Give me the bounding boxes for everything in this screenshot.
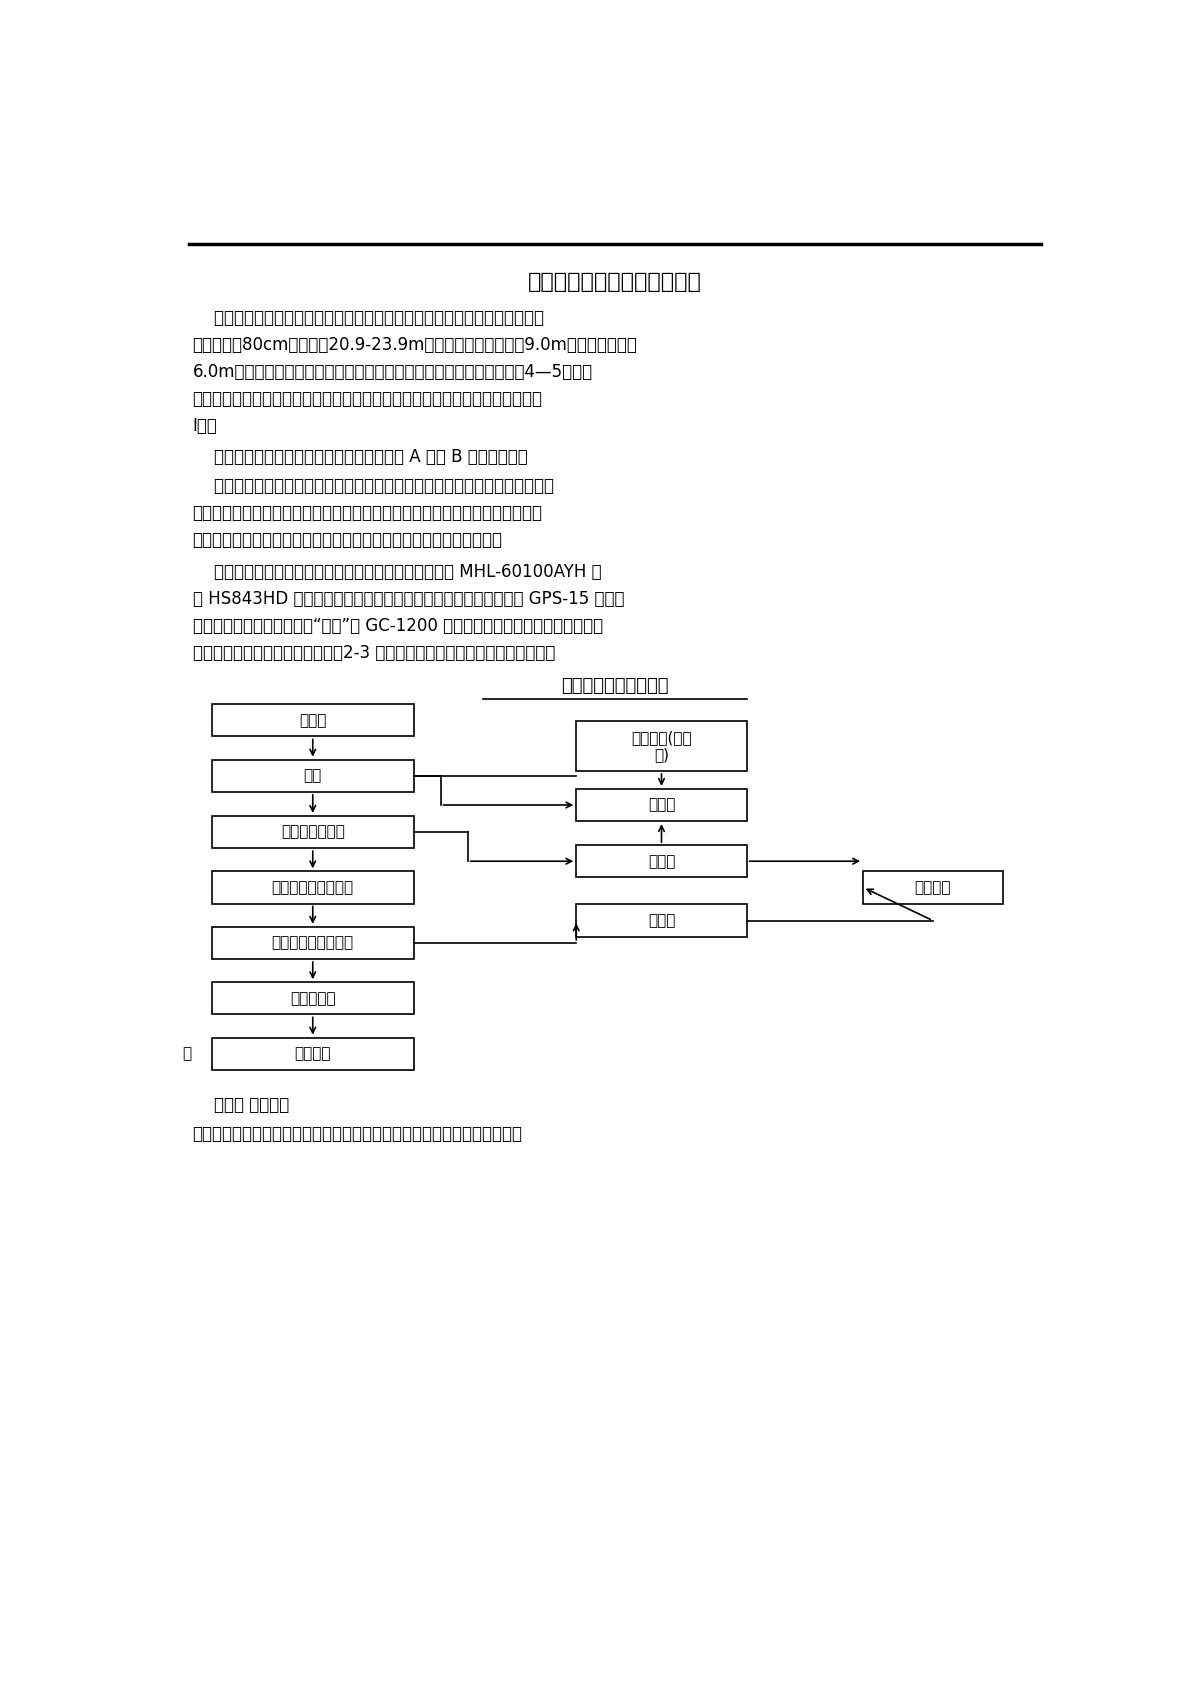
FancyBboxPatch shape (212, 816, 414, 848)
Text: 泥浆制备(新浆
池): 泥浆制备(新浆 池) (631, 730, 692, 762)
Text: 6.0m，部分墙段进入中风化、微风化花岗岐层。主体结构开挖时，设置4—5层钐支: 6.0m，部分墙段进入中风化、微风化花岗岐层。主体结构开挖时，设置4—5层钐支 (193, 363, 593, 382)
Text: 钐筋笼现场制作，整体吸装入槽，2-3 套导管灌注水下砖。其工艺流程如下图：: 钐筋笼现场制作，整体吸装入槽，2-3 套导管灌注水下砖。其工艺流程如下图： (193, 645, 554, 662)
Text: 地下连续墙工艺流程图: 地下连续墙工艺流程图 (562, 677, 668, 696)
Text: 挖槽: 挖槽 (304, 769, 322, 784)
FancyBboxPatch shape (212, 1037, 414, 1069)
FancyBboxPatch shape (576, 789, 746, 821)
Text: 微风化花岗岐的成槽及嵌岐过程中如何减小对槽壁产生的扰动。这些将制约工程: 微风化花岗岐的成槽及嵌岐过程中如何减小对槽壁产生的扰动。这些将制约工程 (193, 504, 542, 523)
Text: 浇灌水下砖: 浇灌水下砖 (290, 991, 336, 1006)
Text: 吸放接头管及钐筋笼: 吸放接头管及钐筋笼 (271, 881, 354, 894)
FancyBboxPatch shape (576, 905, 746, 937)
Text: 本工程施工的难点在于淤泥质粘土层、松散沙层的槽壁稳定的控制，嵌入中、: 本工程施工的难点在于淤泥质粘土层、松散沙层的槽壁稳定的控制，嵌入中、 (193, 477, 553, 496)
Text: 深圳地铁一期工程根据工程地质条件和环境条件，主体围护结构为地下连续: 深圳地铁一期工程根据工程地质条件和环境条件，主体围护结构为地下连续 (193, 309, 544, 328)
FancyBboxPatch shape (212, 704, 414, 736)
Text: 深圳地铁地下连续墙施工方案: 深圳地铁地下连续墙施工方案 (528, 272, 702, 292)
FancyBboxPatch shape (863, 871, 1002, 903)
Text: 拔接头管: 拔接头管 (294, 1047, 331, 1061)
Text: 循环池: 循环池 (648, 798, 676, 813)
Text: 废浆池: 废浆池 (648, 913, 676, 928)
Text: 筑导墙: 筑导墙 (299, 713, 326, 728)
FancyBboxPatch shape (212, 927, 414, 959)
FancyBboxPatch shape (212, 871, 414, 903)
Text: 清槽及清刷接头: 清槽及清刷接头 (281, 825, 344, 840)
Text: 墙，厚度为80cm，深度为20.9-23.9m，基底以下入土深度为9.0m。最大入岐深度: 墙，厚度为80cm，深度为20.9-23.9m，基底以下入土深度为9.0m。最大… (193, 336, 637, 355)
FancyBboxPatch shape (576, 721, 746, 770)
Text: （一） 导墙施工: （一） 导墙施工 (193, 1096, 289, 1113)
Text: 的质量及工期，针对这些特殊情况将对成槽工艺及泥浆做出相应措施。: 的质量及工期，针对这些特殊情况将对成槽工艺及泥浆做出相应措施。 (193, 531, 503, 548)
FancyBboxPatch shape (576, 845, 746, 877)
FancyBboxPatch shape (212, 983, 414, 1015)
Text: 其: 其 (182, 1047, 192, 1061)
Text: 导墙是控制地下连续墙各项指标的基准，它起着支护槽口土体，承受地面荷: 导墙是控制地下连续墙各项指标的基准，它起着支护槽口土体，承受地面荷 (193, 1125, 523, 1144)
Text: Ⅰ级。: Ⅰ级。 (193, 417, 217, 434)
Text: 浇灌架就位插入导管: 浇灌架就位插入导管 (271, 935, 354, 950)
Text: 为保证地面道路的行人和车辆通行，车站分 A 区和 B 区分别施工。: 为保证地面道路的行人和车辆通行，车站分 A 区和 B 区分别施工。 (193, 448, 527, 465)
Text: 泥浆排放: 泥浆排放 (914, 881, 952, 894)
Text: 撑水平对撑于连续墙上，以保证施工和周围建筑物的安全。车站防水等级设计为: 撑水平对撑于连续墙上，以保证施工和周围建筑物的安全。车站防水等级设计为 (193, 390, 542, 407)
Text: 牙轮钒头钒孔，中间留下的“岐墙”用 GC-1200 型冲击钒机配以特制方锤破碎成槽。: 牙轮钒头钒孔，中间留下的“岐墙”用 GC-1200 型冲击钒机配以特制方锤破碎成… (193, 618, 602, 635)
FancyBboxPatch shape (212, 760, 414, 792)
Text: 和 HS843HD 型液压抓斗成槽，中、微风化花岗岐的槽段部分采用 GPS-15 钒机配: 和 HS843HD 型液压抓斗成槽，中、微风化花岗岐的槽段部分采用 GPS-15… (193, 591, 624, 608)
Text: 沉淤池: 沉淤池 (648, 854, 676, 869)
Text: 根据车站区域的工程地质情况，土至强风化花岗岐采用 MHL-60100AYH 型: 根据车站区域的工程地质情况，土至强风化花岗岐采用 MHL-60100AYH 型 (193, 563, 601, 582)
